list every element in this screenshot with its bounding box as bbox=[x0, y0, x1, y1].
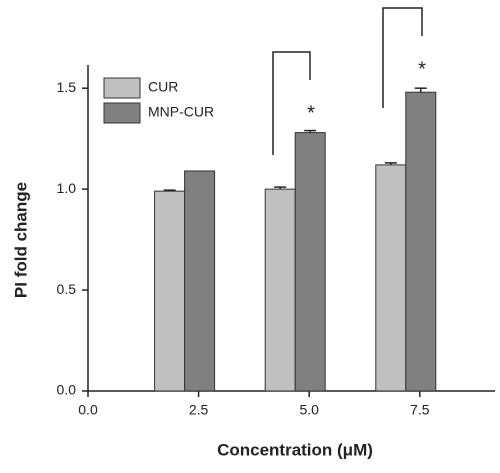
legend-swatch bbox=[103, 77, 141, 99]
error-bar bbox=[163, 189, 176, 192]
error-bar bbox=[304, 129, 317, 133]
y-axis-label: PI fold change bbox=[11, 182, 30, 298]
bar bbox=[375, 164, 407, 392]
significance-bracket bbox=[272, 51, 311, 155]
bar bbox=[154, 190, 186, 392]
x-axis-label: Concentration (μM) bbox=[217, 440, 373, 459]
error-bar bbox=[274, 186, 287, 190]
error-bar bbox=[384, 162, 397, 165]
y-tick-label: 0.5 bbox=[57, 281, 77, 297]
x-tick-label: 0.0 bbox=[78, 402, 98, 418]
y-tick-label: 1.5 bbox=[57, 79, 77, 95]
significance-bracket bbox=[382, 7, 423, 108]
bar bbox=[294, 132, 326, 392]
x-tick-label: 2.5 bbox=[189, 402, 209, 418]
x-tick-label: 5.0 bbox=[299, 402, 319, 418]
error-bar bbox=[414, 87, 427, 93]
significance-mark: * bbox=[418, 58, 426, 80]
legend-swatch bbox=[103, 102, 141, 124]
legend-label: MNP-CUR bbox=[148, 104, 214, 120]
y-tick-label: 1.0 bbox=[57, 180, 77, 196]
bar bbox=[264, 188, 296, 392]
significance-mark: * bbox=[307, 102, 315, 124]
bar bbox=[184, 170, 216, 392]
x-tick-label: 7.5 bbox=[410, 402, 430, 418]
bar bbox=[405, 91, 437, 392]
legend-label: CUR bbox=[148, 79, 178, 95]
y-tick-label: 0.0 bbox=[57, 382, 77, 398]
